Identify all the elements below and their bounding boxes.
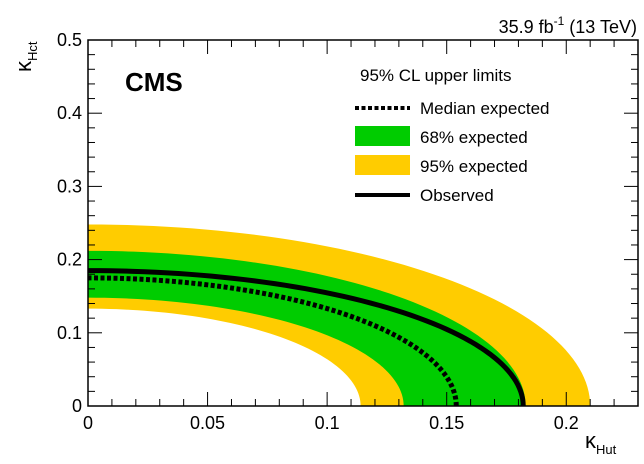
y-tick-label: 0.5 [57,30,82,50]
axis-ticks: 0 0.05 0.1 0.15 0.2 0 0.1 0.2 0.3 0.4 0.5 [57,30,639,433]
band-68-expected [88,250,526,406]
y-tick-label: 0.1 [57,323,82,343]
y-tick-label: 0 [72,396,82,416]
x-tick-label: 0.15 [429,413,464,433]
legend-68-swatch [355,126,410,146]
plot-frame [87,39,639,407]
y-tick-label: 0.3 [57,176,82,196]
limit-curves [87,268,526,407]
median-expected-curve [87,275,459,407]
legend-95-label: 95% expected [420,157,528,176]
y-tick-label: 0.4 [57,103,82,123]
x-axis-title: κHut [585,428,617,457]
x-tick-label: 0.1 [315,413,340,433]
y-axis-title: κHct [11,41,40,72]
observed-curve [87,268,526,407]
experiment-label: CMS [125,67,183,97]
x-tick-label: 0.05 [190,413,225,433]
x-tick-label: 0.2 [554,413,579,433]
legend: 95% CL upper limits Median expected 68% … [355,66,549,205]
legend-observed-label: Observed [420,186,494,205]
x-tick-label: 0 [83,413,93,433]
luminosity-label: 35.9 fb-1 (13 TeV) [499,14,637,37]
legend-95-swatch [355,155,410,175]
legend-68-label: 68% expected [420,128,528,147]
y-tick-label: 0.2 [57,250,82,270]
limit-bands [88,224,591,406]
legend-title: 95% CL upper limits [360,66,512,85]
legend-median-label: Median expected [420,99,549,118]
